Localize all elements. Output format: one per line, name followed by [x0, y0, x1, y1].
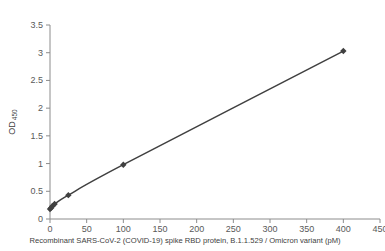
x-tick-label: 50	[82, 224, 92, 234]
x-tick-label: 200	[189, 224, 204, 234]
x-tick	[123, 219, 124, 223]
y-tick-label: 2	[38, 103, 43, 113]
x-tick	[50, 219, 51, 223]
x-tick	[306, 219, 307, 223]
x-tick	[343, 219, 344, 223]
data-point	[120, 161, 126, 167]
x-tick-label: 350	[299, 224, 314, 234]
data-line	[50, 51, 343, 209]
y-axis-label: OD450	[7, 109, 18, 135]
y-tick	[46, 80, 50, 81]
x-tick	[86, 219, 87, 223]
x-tick-label: 250	[226, 224, 241, 234]
y-tick-label: 2.5	[30, 75, 43, 85]
y-tick	[46, 52, 50, 53]
x-tick	[233, 219, 234, 223]
x-tick-label: 100	[116, 224, 131, 234]
y-tick-label: 0	[38, 214, 43, 224]
y-tick-label: 3	[38, 48, 43, 58]
y-tick-label: 0.5	[30, 186, 43, 196]
y-tick	[46, 191, 50, 192]
y-axis	[50, 25, 51, 219]
plot-area	[47, 48, 347, 212]
chart: 0 0.5 1 1.5 2 2.5 3 3.5 0 50 100 150 200 250 300 350 400…	[0, 0, 385, 251]
y-tick-label: 1.5	[30, 131, 43, 141]
y-axis-label-sub: 450	[11, 109, 18, 120]
y-axis-label-main: OD	[7, 121, 17, 135]
y-tick-label: 3.5	[30, 20, 43, 30]
y-tick	[46, 219, 50, 220]
x-tick	[196, 219, 197, 223]
data-point	[340, 48, 346, 54]
x-tick	[380, 219, 381, 223]
y-tick	[46, 163, 50, 164]
x-tick-label: 150	[152, 224, 167, 234]
x-axis	[50, 219, 380, 220]
x-tick-label: 400	[336, 224, 351, 234]
data-point	[65, 192, 71, 198]
y-tick-label: 1	[38, 159, 43, 169]
x-tick	[160, 219, 161, 223]
y-tick	[46, 25, 50, 26]
data-point	[51, 201, 57, 207]
x-tick	[270, 219, 271, 223]
x-tick-label: 450	[372, 224, 385, 234]
x-axis-label: Recombinant SARS-CoV-2 (COVID-19) spike …	[29, 236, 341, 245]
y-tick	[46, 108, 50, 109]
x-tick-label: 0	[47, 224, 52, 234]
y-tick	[46, 135, 50, 136]
x-tick-label: 300	[262, 224, 277, 234]
